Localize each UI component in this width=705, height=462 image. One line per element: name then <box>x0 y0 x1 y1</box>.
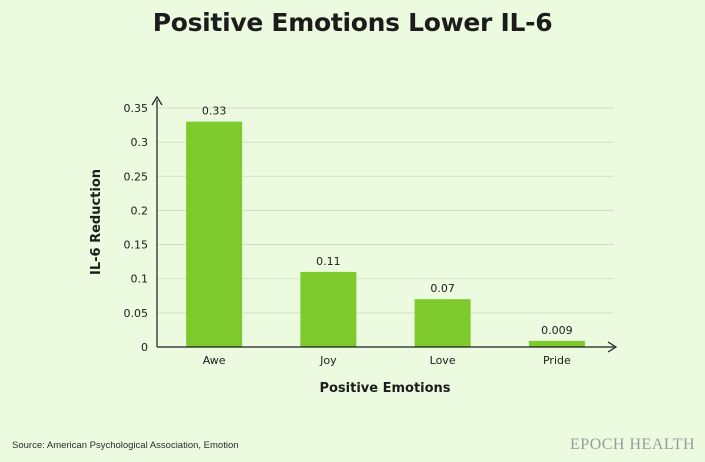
x-axis-title: Positive Emotions <box>319 381 450 396</box>
bar-joy <box>300 271 357 347</box>
source-note: Source: American Psychological Associati… <box>12 440 239 451</box>
x-axis-ticks: Awe Joy Love Pride <box>203 354 571 367</box>
bar-awe <box>186 121 243 348</box>
data-label: 0.11 <box>316 255 341 268</box>
x-axis-arrow <box>607 341 618 353</box>
data-label: 0.009 <box>541 324 573 337</box>
y-axis-arrow <box>151 95 163 106</box>
y-tick-label: 0.15 <box>124 239 149 252</box>
x-tick-label: Awe <box>203 354 226 367</box>
bar-love <box>414 299 471 347</box>
y-tick-label: 0.3 <box>131 136 149 149</box>
x-tick-label: Pride <box>543 354 571 367</box>
y-tick-label: 0.2 <box>131 204 149 217</box>
y-axis-title: IL-6 Reduction <box>89 169 104 275</box>
y-tick-label: 0.05 <box>124 307 149 320</box>
x-tick-label: Joy <box>319 354 337 367</box>
bars <box>186 121 585 348</box>
y-tick-label: 0.1 <box>131 273 149 286</box>
data-label: 0.07 <box>430 282 455 295</box>
y-tick-label: 0.25 <box>124 170 149 183</box>
chart-title: Positive Emotions Lower IL-6 <box>152 8 553 37</box>
bar-pride <box>528 340 585 347</box>
y-axis-ticks: 0 0.05 0.1 0.15 0.2 0.25 0.3 0.35 <box>124 102 149 354</box>
data-label: 0.33 <box>202 105 227 118</box>
y-tick-label: 0.35 <box>124 102 149 115</box>
brand-logo: EPOCH HEALTH <box>570 436 695 453</box>
y-tick-label: 0 <box>141 341 148 354</box>
x-tick-label: Love <box>430 354 456 367</box>
data-labels: 0.33 0.11 0.07 0.009 <box>202 105 573 337</box>
